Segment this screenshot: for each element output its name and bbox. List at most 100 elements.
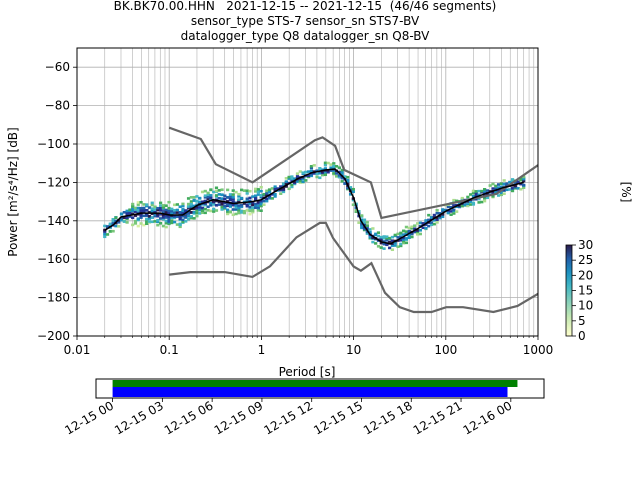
density-cell: [340, 170, 344, 174]
density-cell: [273, 189, 277, 192]
density-cell: [164, 210, 168, 214]
density-cell: [365, 232, 369, 235]
density-cell: [334, 172, 339, 175]
density-cell: [231, 213, 235, 217]
density-cell: [203, 207, 207, 211]
x-tick-label: 10: [346, 343, 361, 357]
density-cell: [362, 223, 367, 227]
density-cell: [159, 204, 163, 207]
density-cell: [167, 220, 171, 223]
density-cell: [203, 211, 207, 215]
density-cell: [312, 164, 316, 167]
density-cell: [404, 230, 409, 233]
density-cell: [172, 208, 177, 212]
density-cell: [192, 204, 196, 208]
density-cell: [228, 193, 233, 196]
density-cell: [119, 212, 124, 216]
density-cell: [209, 209, 213, 213]
density-cell: [128, 211, 132, 215]
density-cell: [253, 187, 258, 191]
density-cell: [346, 178, 350, 182]
density-cell: [212, 190, 216, 194]
x-tick-label: 1: [258, 343, 266, 357]
density-cell: [226, 212, 230, 216]
density-cell: [323, 167, 328, 170]
density-cell: [240, 211, 244, 214]
y-tick-label: −200: [37, 329, 70, 343]
density-cell: [273, 195, 277, 198]
density-cell: [237, 204, 241, 207]
density-cell: [304, 179, 308, 182]
density-cell: [161, 224, 166, 228]
density-cell: [376, 234, 381, 238]
density-cell: [178, 215, 182, 219]
density-cell: [410, 232, 414, 236]
density-cell: [415, 228, 420, 232]
density-cell: [396, 236, 400, 239]
density-cell: [287, 187, 291, 191]
density-cell: [522, 179, 526, 183]
density-cell: [142, 223, 146, 227]
density-cell: [117, 220, 121, 224]
density-cell: [136, 201, 140, 204]
density-cell: [145, 209, 149, 212]
density-cell: [237, 206, 241, 210]
density-cell: [237, 211, 241, 215]
density-cell: [491, 194, 495, 198]
density-cell: [410, 227, 414, 230]
density-cell: [346, 182, 350, 185]
density-cell: [214, 194, 219, 197]
density-cell: [348, 186, 353, 189]
density-cell: [360, 226, 364, 230]
density-cell: [404, 241, 409, 245]
density-cell: [220, 208, 224, 211]
density-cell: [502, 192, 506, 196]
density-cell: [519, 178, 523, 182]
density-cell: [298, 179, 302, 183]
density-cell: [248, 189, 252, 193]
density-cell: [198, 200, 202, 204]
density-cell: [376, 231, 381, 234]
density-cell: [329, 163, 333, 166]
density-cell: [234, 207, 238, 211]
density-cell: [321, 171, 325, 175]
density-cell: [142, 206, 146, 210]
density-cell: [198, 196, 202, 200]
density-cell: [242, 211, 247, 215]
density-cell: [245, 209, 249, 212]
density-cell: [287, 175, 291, 179]
density-cell: [145, 217, 149, 221]
density-cell: [502, 182, 506, 186]
density-cell: [167, 215, 171, 218]
density-cell: [379, 238, 383, 242]
density-cell: [189, 200, 193, 203]
density-cell: [281, 188, 286, 192]
density-cell: [259, 199, 263, 203]
density-cell: [452, 208, 456, 212]
density-cell: [131, 202, 135, 206]
density-cell: [480, 200, 484, 204]
density-cell: [469, 203, 473, 206]
density-cell: [153, 208, 157, 211]
density-cell: [508, 188, 512, 191]
density-cell: [368, 235, 372, 239]
density-cell: [245, 189, 249, 193]
density-cell: [139, 214, 143, 217]
density-cell: [167, 222, 171, 226]
density-cell: [145, 222, 149, 226]
density-cell: [449, 205, 453, 209]
density-cell: [323, 170, 328, 174]
density-cell: [388, 236, 392, 240]
density-cell: [365, 230, 369, 234]
colorbar-tick-label: 10: [578, 299, 593, 313]
density-cell: [309, 169, 314, 172]
density-cell: [103, 224, 107, 228]
density-cell: [105, 233, 110, 236]
density-cell: [156, 214, 160, 218]
density-cell: [125, 213, 129, 216]
density-cell: [234, 206, 238, 209]
density-cell: [228, 203, 233, 206]
density-cell: [228, 205, 233, 208]
density-cell: [396, 245, 400, 249]
density-cell: [153, 214, 157, 218]
